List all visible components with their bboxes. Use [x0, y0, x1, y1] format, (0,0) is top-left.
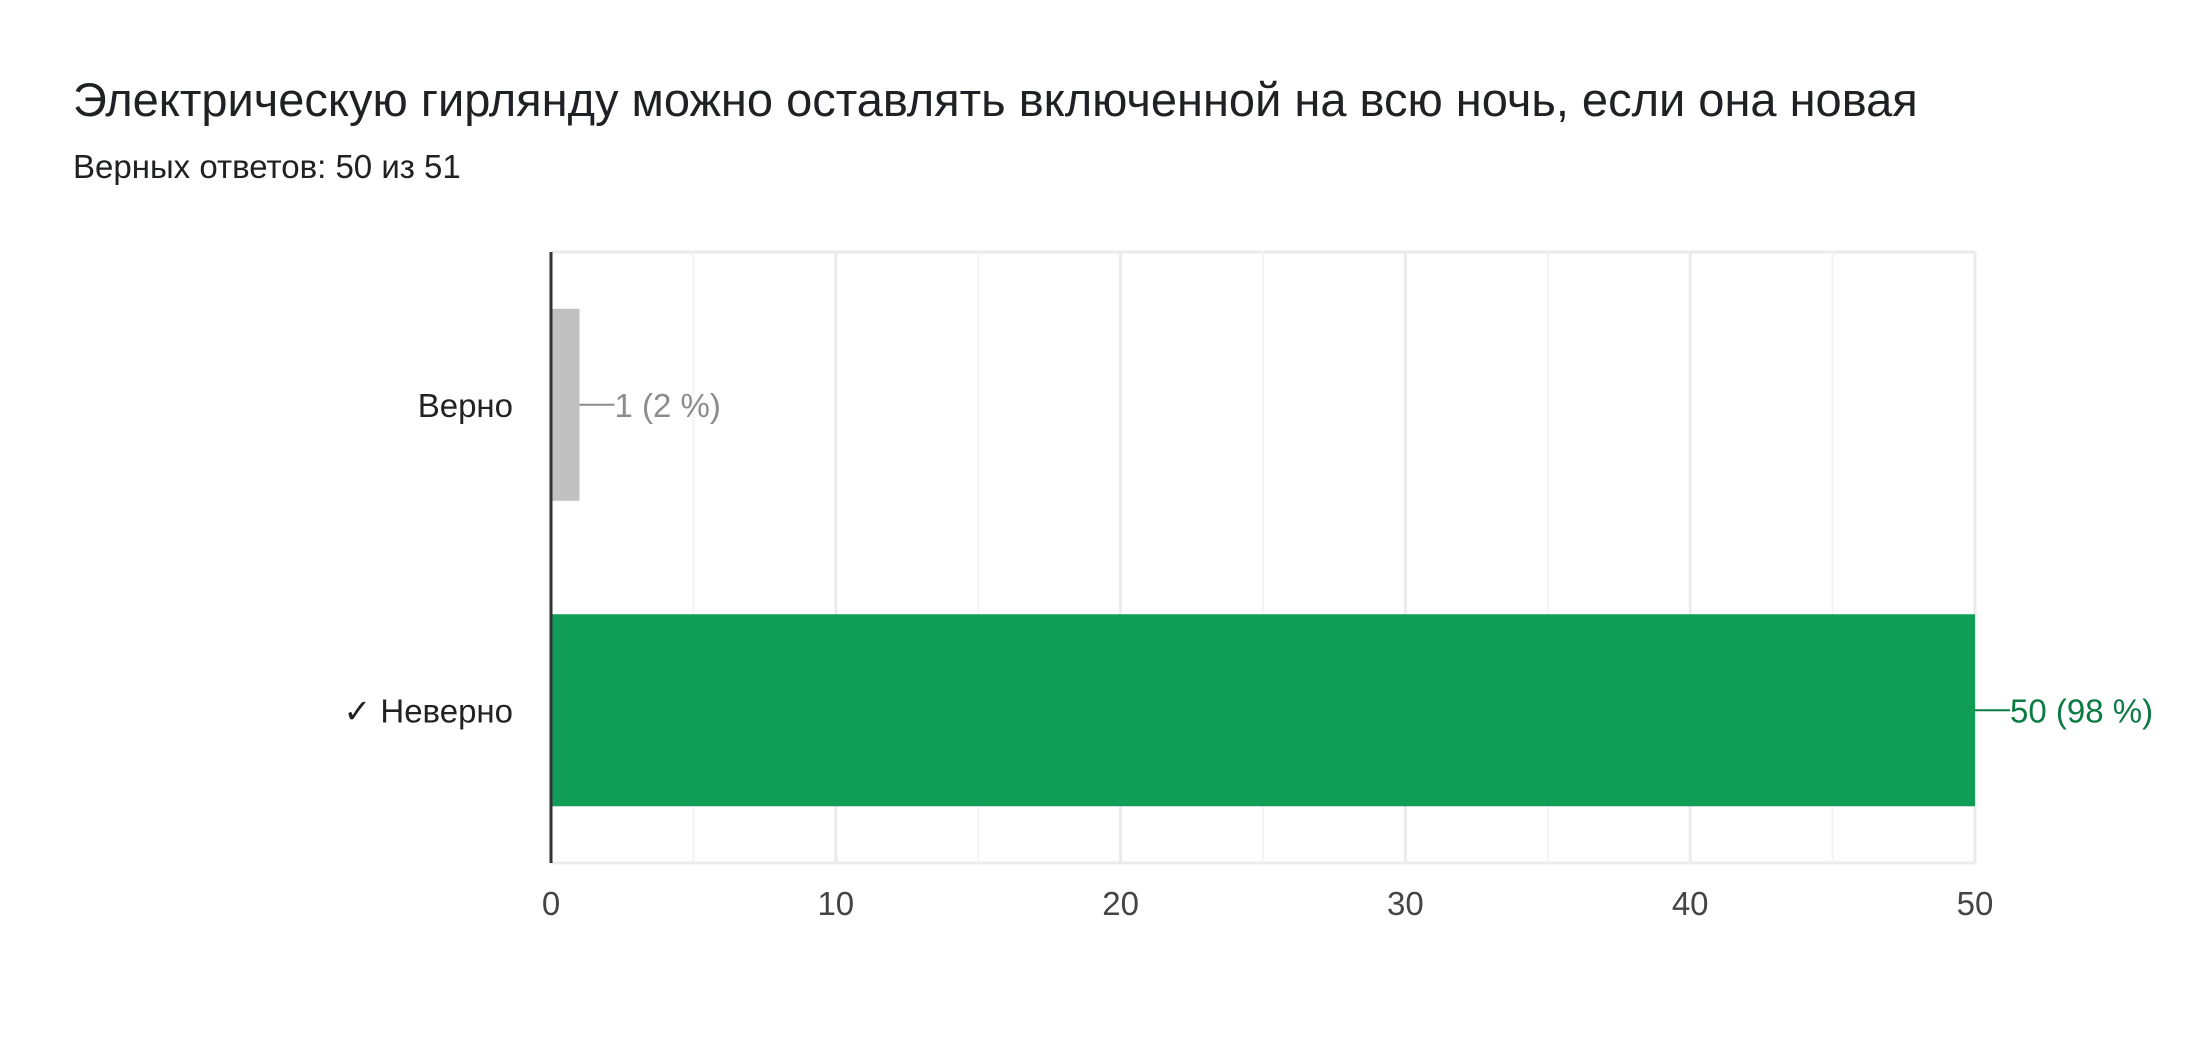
data-label: 1 (2 %) [614, 387, 720, 424]
x-tick-label: 30 [1387, 885, 1424, 922]
x-tick-label: 10 [817, 885, 854, 922]
x-tick-label: 40 [1672, 885, 1709, 922]
bar [551, 308, 580, 501]
x-tick-label: 0 [542, 885, 560, 922]
chart-subtitle: Верных ответов: 50 из 51 [73, 148, 461, 185]
x-tick-label: 50 [1957, 885, 1994, 922]
category-label: ✓ Неверно [344, 692, 513, 729]
chart-title: Электрическую гирлянду можно оставлять в… [73, 73, 1918, 126]
data-label: 50 (98 %) [2010, 692, 2153, 729]
x-tick-label: 20 [1102, 885, 1139, 922]
bar [551, 614, 1975, 807]
category-label: Верно [418, 387, 513, 424]
